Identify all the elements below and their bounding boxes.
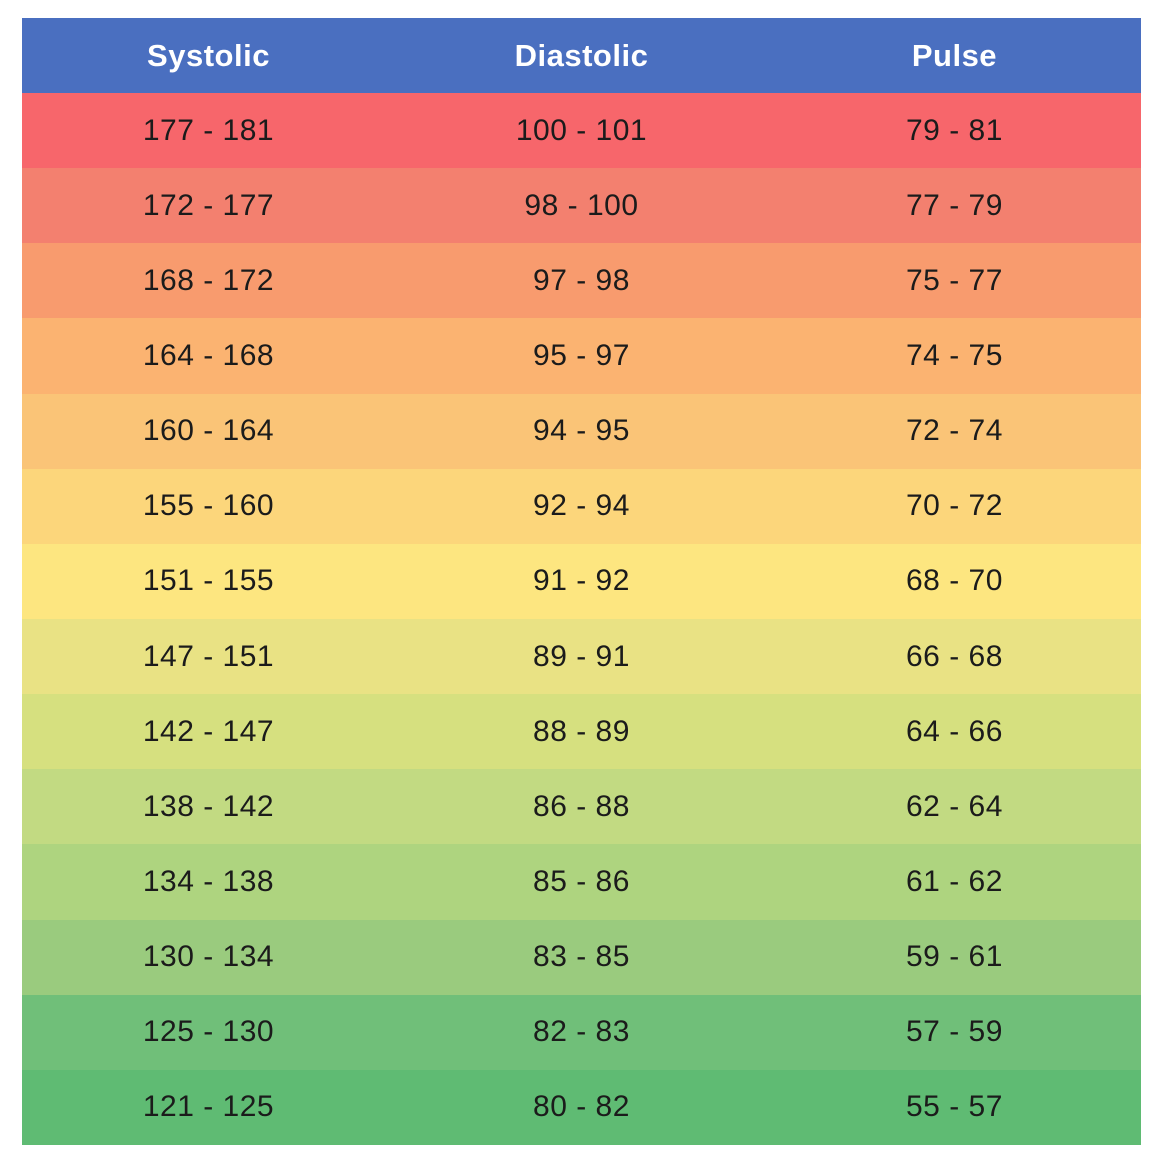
- pulse-value: 64 - 66: [906, 714, 1003, 748]
- systolic-value: 134 - 138: [142, 864, 275, 898]
- table-row: 125 - 130 82 - 83 57 - 59: [22, 994, 1141, 1070]
- table-row: 142 - 147 88 - 89 64 - 66: [22, 694, 1141, 770]
- systolic-value: 155 - 160: [142, 489, 275, 523]
- pulse-value: 68 - 70: [906, 564, 1003, 598]
- pulse-value: 55 - 57: [906, 1090, 1003, 1124]
- systolic-value: 125 - 130: [142, 1015, 275, 1049]
- pulse-value: 77 - 79: [906, 188, 1003, 222]
- diastolic-value: 91 - 92: [533, 564, 630, 598]
- table-row: 160 - 164 94 - 95 72 - 74: [22, 393, 1141, 469]
- systolic-value: 142 - 147: [142, 714, 275, 748]
- systolic-value: 168 - 172: [142, 263, 275, 297]
- pulse-value: 62 - 64: [906, 789, 1003, 823]
- diastolic-value: 98 - 100: [524, 188, 639, 222]
- diastolic-value: 94 - 95: [533, 414, 630, 448]
- pulse-value: 74 - 75: [906, 338, 1003, 372]
- diastolic-value: 82 - 83: [533, 1015, 630, 1049]
- table-body: 177 - 181 100 - 101 79 - 81 172 - 177 98 - 1…: [22, 93, 1141, 1145]
- diastolic-value: 92 - 94: [533, 489, 630, 523]
- table-row: 138 - 142 86 - 88 62 - 64: [22, 769, 1141, 845]
- pulse-value: 70 - 72: [906, 489, 1003, 523]
- diastolic-value: 83 - 85: [533, 940, 630, 974]
- pulse-value: 57 - 59: [906, 1015, 1003, 1049]
- table-row: 151 - 155 91 - 92 68 - 70: [22, 543, 1141, 619]
- diastolic-value: 89 - 91: [533, 639, 630, 673]
- diastolic-value: 97 - 98: [533, 263, 630, 297]
- systolic-value: 138 - 142: [142, 789, 275, 823]
- diastolic-value: 88 - 89: [533, 714, 630, 748]
- diastolic-value: 85 - 86: [533, 864, 630, 898]
- blood-pressure-table: Systolic Diastolic Pulse 177 - 181 100 - …: [22, 18, 1141, 1145]
- table-row: 130 - 134 83 - 85 59 - 61: [22, 919, 1141, 995]
- table-row: 172 - 177 98 - 100 77 - 79: [22, 168, 1141, 244]
- systolic-value: 172 - 177: [142, 188, 275, 222]
- systolic-value: 151 - 155: [142, 564, 275, 598]
- systolic-value: 177 - 181: [142, 113, 275, 147]
- pulse-value: 75 - 77: [906, 263, 1003, 297]
- pulse-value: 79 - 81: [906, 113, 1003, 147]
- diastolic-value: 100 - 101: [515, 113, 648, 147]
- table-row: 164 - 168 95 - 97 74 - 75: [22, 318, 1141, 394]
- header-diastolic: Diastolic: [514, 37, 649, 73]
- pulse-value: 66 - 68: [906, 639, 1003, 673]
- table-row: 155 - 160 92 - 94 70 - 72: [22, 468, 1141, 544]
- diastolic-value: 86 - 88: [533, 789, 630, 823]
- table-row: 134 - 138 85 - 86 61 - 62: [22, 844, 1141, 920]
- systolic-value: 164 - 168: [142, 338, 275, 372]
- header-pulse: Pulse: [911, 37, 998, 73]
- systolic-value: 147 - 151: [142, 639, 275, 673]
- systolic-value: 121 - 125: [142, 1090, 275, 1124]
- table-row: 168 - 172 97 - 98 75 - 77: [22, 243, 1141, 319]
- table-header-row: Systolic Diastolic Pulse: [22, 18, 1141, 93]
- pulse-value: 72 - 74: [906, 414, 1003, 448]
- table-row: 177 - 181 100 - 101 79 - 81: [22, 93, 1141, 169]
- table-row: 121 - 125 80 - 82 55 - 57: [22, 1069, 1141, 1145]
- systolic-value: 130 - 134: [142, 940, 275, 974]
- diastolic-value: 95 - 97: [533, 338, 630, 372]
- pulse-value: 59 - 61: [906, 940, 1003, 974]
- table-row: 147 - 151 89 - 91 66 - 68: [22, 618, 1141, 695]
- diastolic-value: 80 - 82: [533, 1090, 630, 1124]
- header-systolic: Systolic: [147, 37, 270, 73]
- pulse-value: 61 - 62: [906, 864, 1003, 898]
- systolic-value: 160 - 164: [142, 414, 275, 448]
